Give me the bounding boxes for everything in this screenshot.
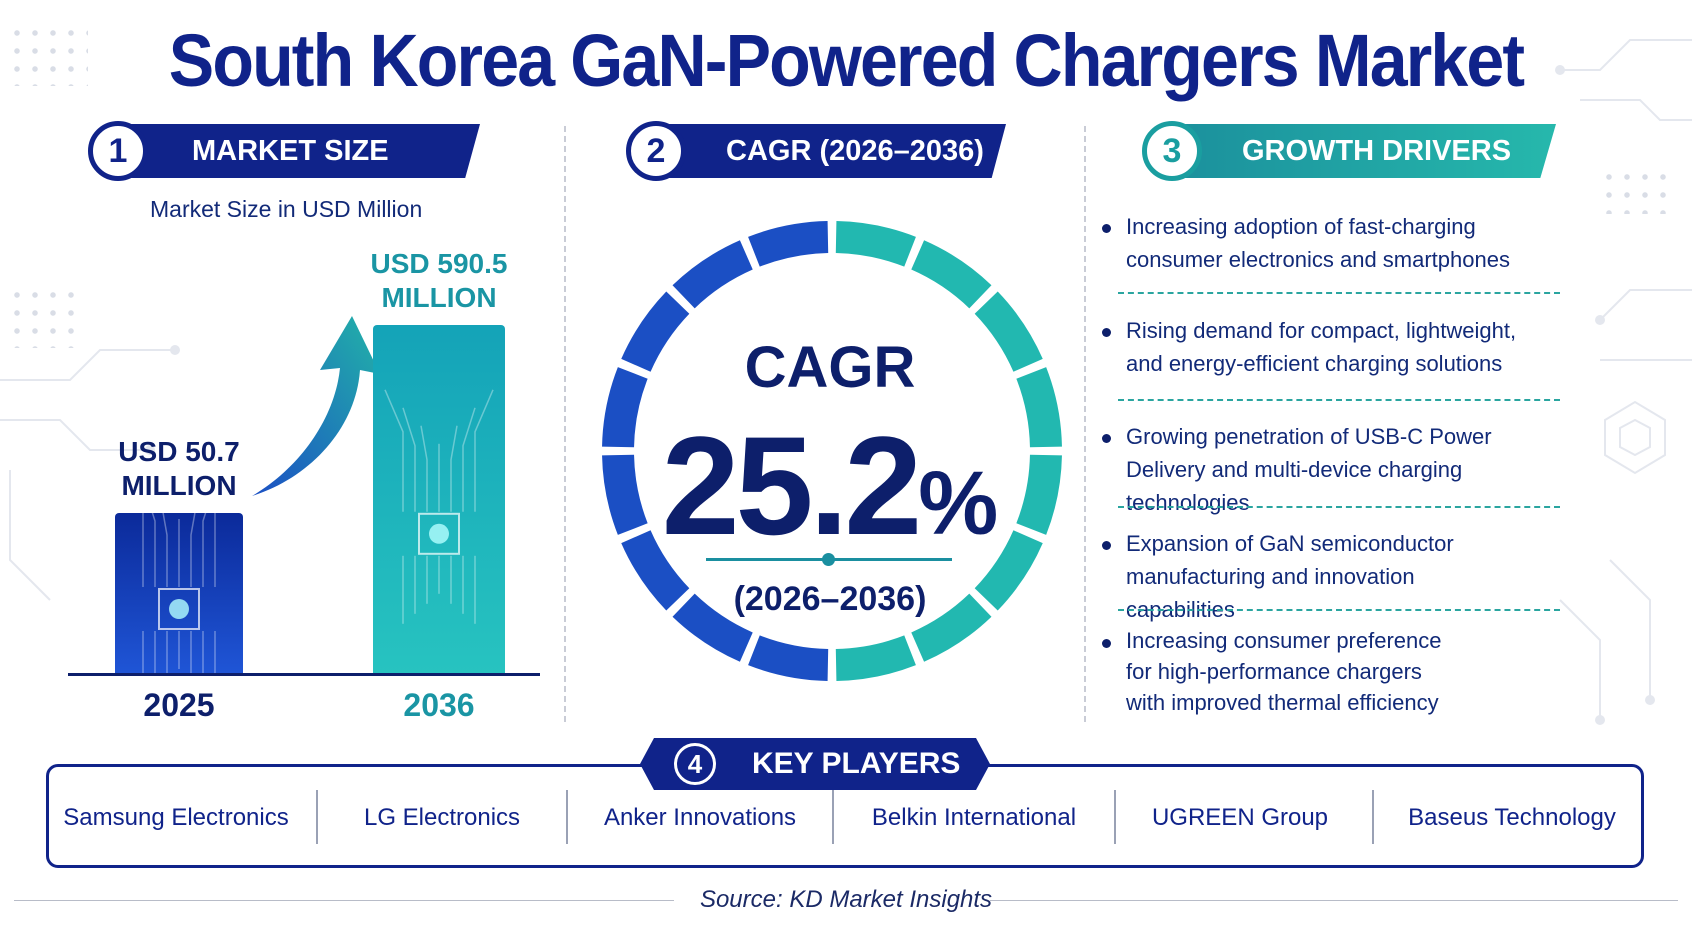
ring-segment [835,635,916,681]
ring-segment [672,240,753,309]
key-players-label: KEY PLAYERS [752,747,961,780]
driver-item: Growing penetration of USB-C Power Deliv… [1102,420,1596,519]
ring-segment [748,221,829,267]
section-banner [648,124,1006,178]
driver-separator [1118,292,1560,294]
column-divider [1084,126,1086,722]
section-label: MARKET SIZE [192,135,389,167]
section-drivers-header: 3 GROWTH DRIVERS [1142,121,1556,181]
chart-baseline [68,673,540,676]
bullet-icon [1102,328,1111,337]
source-rule [14,900,674,901]
ring-segment [621,291,690,372]
player-separator [316,790,318,844]
driver-text: Growing penetration of USB-C Power Deliv… [1126,424,1492,515]
driver-item: Increasing consumer preference for high-… [1102,625,1596,718]
section-cagr-header: 2 CAGR (2026–2036) [626,121,1006,181]
section-market-size-header: 1 MARKET SIZE [88,121,480,181]
cagr-period: (2026–2036) [733,580,927,618]
ring-segment [621,530,690,611]
ring-segment [1016,367,1062,448]
bar-2025 [115,513,243,673]
ring-segment [1016,454,1062,535]
section-banner [110,124,480,178]
column-divider [564,126,566,722]
page-title: South Korea GaN-Powered Chargers Market [168,19,1525,102]
player-name: Samsung Electronics [63,804,289,831]
driver-item: Increasing adoption of fast-charging con… [1102,210,1596,276]
player-separator [1372,790,1374,844]
driver-text: Rising demand for compact, lightweight, … [1126,318,1517,376]
ring-segment [835,221,916,267]
player-name: Anker Innovations [603,804,797,831]
cagr-ring [602,221,1062,681]
driver-text: Increasing adoption of fast-charging con… [1126,214,1510,272]
driver-separator [1118,506,1560,508]
player-name: UGREEN Group [1151,804,1329,831]
x-tick-label: 2025 [143,687,215,723]
dot-grid-decoration [8,286,84,348]
growth-arrow [252,316,380,496]
cagr-label: CAGR [744,335,916,400]
bullet-icon [1102,434,1111,443]
player-separator [1114,790,1116,844]
ring-segment [748,635,829,681]
dot-grid-decoration [8,24,88,86]
player-name: Belkin International [871,804,1077,831]
cagr-underline-dot [822,553,835,566]
driver-item: Expansion of GaN semiconductor manufactu… [1102,527,1596,626]
driver-separator [1118,609,1560,611]
driver-item: Rising demand for compact, lightweight, … [1102,314,1596,380]
driver-separator [1118,399,1560,401]
cagr-value: 25.2% [660,405,1000,567]
player-separator [566,790,568,844]
source-note: Source: KD Market Insights [699,886,993,913]
ring-segment [974,291,1043,372]
ring-segment [672,593,753,662]
bar-data-label: USD 50.7 MILLION [118,436,240,501]
section-label: CAGR (2026–2036) [726,135,984,167]
chart-caption: Market Size in USD Million [150,196,423,222]
section-number: 2 [626,121,686,181]
source-rule [990,900,1678,901]
bullet-icon [1102,541,1111,550]
bar-data-label: USD 590.5 MILLION [370,248,508,313]
section-banner [1164,124,1556,178]
ring-segment [602,454,648,535]
driver-text: Expansion of GaN semiconductor manufactu… [1126,531,1454,622]
ring-segment [602,367,648,448]
player-name: LG Electronics [363,804,521,831]
player-separator [832,790,834,844]
ring-segment [911,240,992,309]
cagr-number: 25.2 [661,407,922,564]
bullet-icon [1102,224,1111,233]
player-name: Baseus Technology [1408,804,1616,831]
section-number: 4 [674,743,716,785]
dot-grid-decoration [1600,168,1676,214]
section-number: 1 [88,121,148,181]
ring-segment [911,593,992,662]
section-number: 3 [1142,121,1202,181]
driver-text: Increasing consumer preference for high-… [1126,628,1442,715]
bar-2036 [373,325,505,673]
section-label: GROWTH DRIVERS [1242,135,1512,167]
ring-segment [974,530,1043,611]
x-tick-label: 2036 [403,687,475,723]
cagr-unit: % [918,454,999,554]
bullet-icon [1102,639,1111,648]
